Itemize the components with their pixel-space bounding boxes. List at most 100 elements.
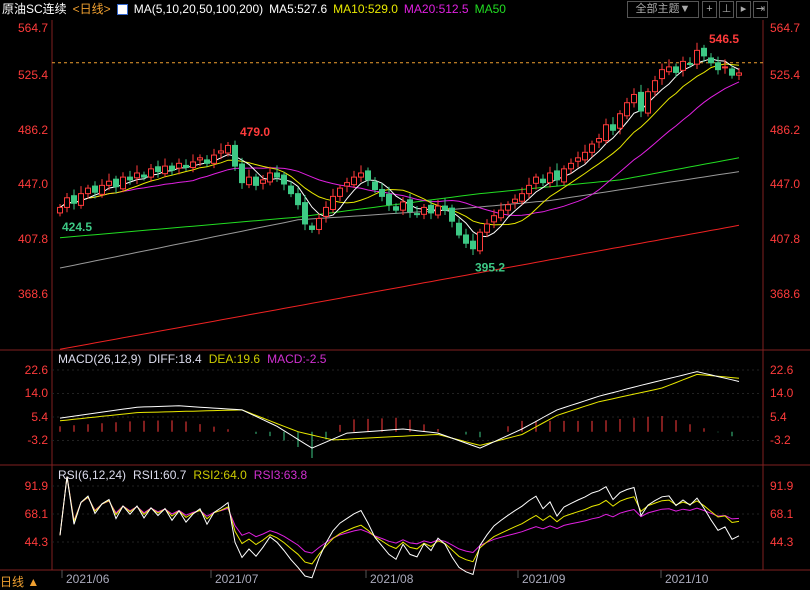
chart-icon[interactable] [116,3,128,15]
play-icon[interactable]: ▸ [736,1,751,18]
extreme-price-label: 424.5 [62,220,92,234]
ma200-line [59,224,740,350]
rsi3-line [59,476,740,554]
candle-down [414,213,420,216]
candle-down [127,176,133,181]
zoom-in-icon[interactable]: ⊥ [719,1,734,18]
candle-down [295,193,301,206]
candle-down [428,204,434,214]
price-tick: 368.6 [770,287,801,301]
candle-down [638,91,644,112]
candle-up [519,193,525,202]
candle-down [687,62,693,65]
candle-down [701,47,707,57]
ma10-value: MA10:529.0 [333,2,398,16]
candle-up [120,176,126,190]
macd-value: MACD:-2.5 [267,352,327,366]
candle-down [239,163,245,184]
candle-down [393,206,399,211]
price-tick: 447.0 [770,177,801,191]
macd-tick: 22.6 [24,363,48,377]
candle-up [477,231,483,252]
price-tick: 407.8 [770,232,801,246]
candle-up [85,187,91,195]
price-tick: 564.7 [770,21,801,35]
candle-down [554,170,560,181]
candle-up [344,182,350,187]
candle-up [99,184,105,195]
candle-up [435,205,441,216]
candle-up [722,66,728,69]
candle-down [113,178,119,188]
candle-up [211,154,217,164]
candle-up [400,201,406,211]
candle-up [645,91,651,114]
date-tick: 2021/08 [370,572,414,586]
rsi3-value: RSI3:63.8 [253,468,308,482]
candle-up [568,162,574,170]
price-tick: 525.4 [17,68,48,82]
candle-up [596,138,602,143]
macd-tick: 5.4 [770,409,787,424]
extreme-price-label: 546.5 [709,32,739,46]
candle-up [547,172,553,184]
price-tick: 368.6 [17,287,48,301]
candle-up [64,197,70,208]
candle-up [358,172,364,178]
candle-down [204,159,210,164]
price-tick: 525.4 [770,68,801,82]
candle-up [561,168,567,183]
candle-up [218,150,224,154]
theme-dropdown[interactable]: 全部主题▼ [627,1,699,18]
price-tick: 486.2 [770,123,801,137]
candle-down [379,189,385,197]
candle-up [267,172,273,183]
ma20-line [59,81,740,217]
candle-up [337,187,343,197]
candle-up [78,193,84,206]
candle-up [176,162,182,169]
candle-down [386,193,392,206]
ma5-line [59,58,740,238]
candle-down [463,234,469,244]
candle-up [57,206,63,214]
macd-tick: -3.2 [27,433,48,448]
crosshair-icon[interactable]: + [702,1,717,18]
candle-down [281,174,287,185]
candle-up [190,161,196,168]
candle-up [484,223,490,233]
date-tick: 2021/07 [215,572,259,586]
rsi-tick: 44.3 [24,535,48,549]
date-tick: 2021/10 [665,572,709,586]
candle-down [141,174,147,178]
candle-up [617,113,623,129]
candle-down [92,185,98,193]
rsi-tick: 68.1 [24,507,48,521]
rsi2-value: RSI2:64.0 [193,468,247,482]
end-icon[interactable]: ⇥ [753,1,768,18]
candle-up [652,80,658,93]
candle-up [512,198,518,204]
candle-down [715,62,721,71]
candle-down [407,199,413,213]
rsi-tick: 91.9 [24,479,48,493]
rsi2-line [59,476,740,565]
candle-up [197,157,203,161]
candle-up [260,179,266,184]
price-tick: 407.8 [17,232,48,246]
period-toggle[interactable]: 日线 ▲ [0,575,40,589]
candle-down [442,205,448,211]
ma5-value: MA5:527.6 [269,2,328,16]
candle-down [169,165,175,171]
candle-down [449,207,455,222]
price-tick: 447.0 [17,177,48,191]
rsi-tick: 44.3 [770,535,794,549]
candle-up [323,206,329,217]
ma50-label: MA50 [474,2,506,16]
candle-up [505,204,511,211]
candle-up [316,217,322,230]
candle-up [582,151,588,161]
period-label[interactable]: <日线> [72,2,111,16]
top-bar-legend: 原油SC连续 <日线> MA(5,10,20,50,100,200) MA5:5… [2,2,506,16]
